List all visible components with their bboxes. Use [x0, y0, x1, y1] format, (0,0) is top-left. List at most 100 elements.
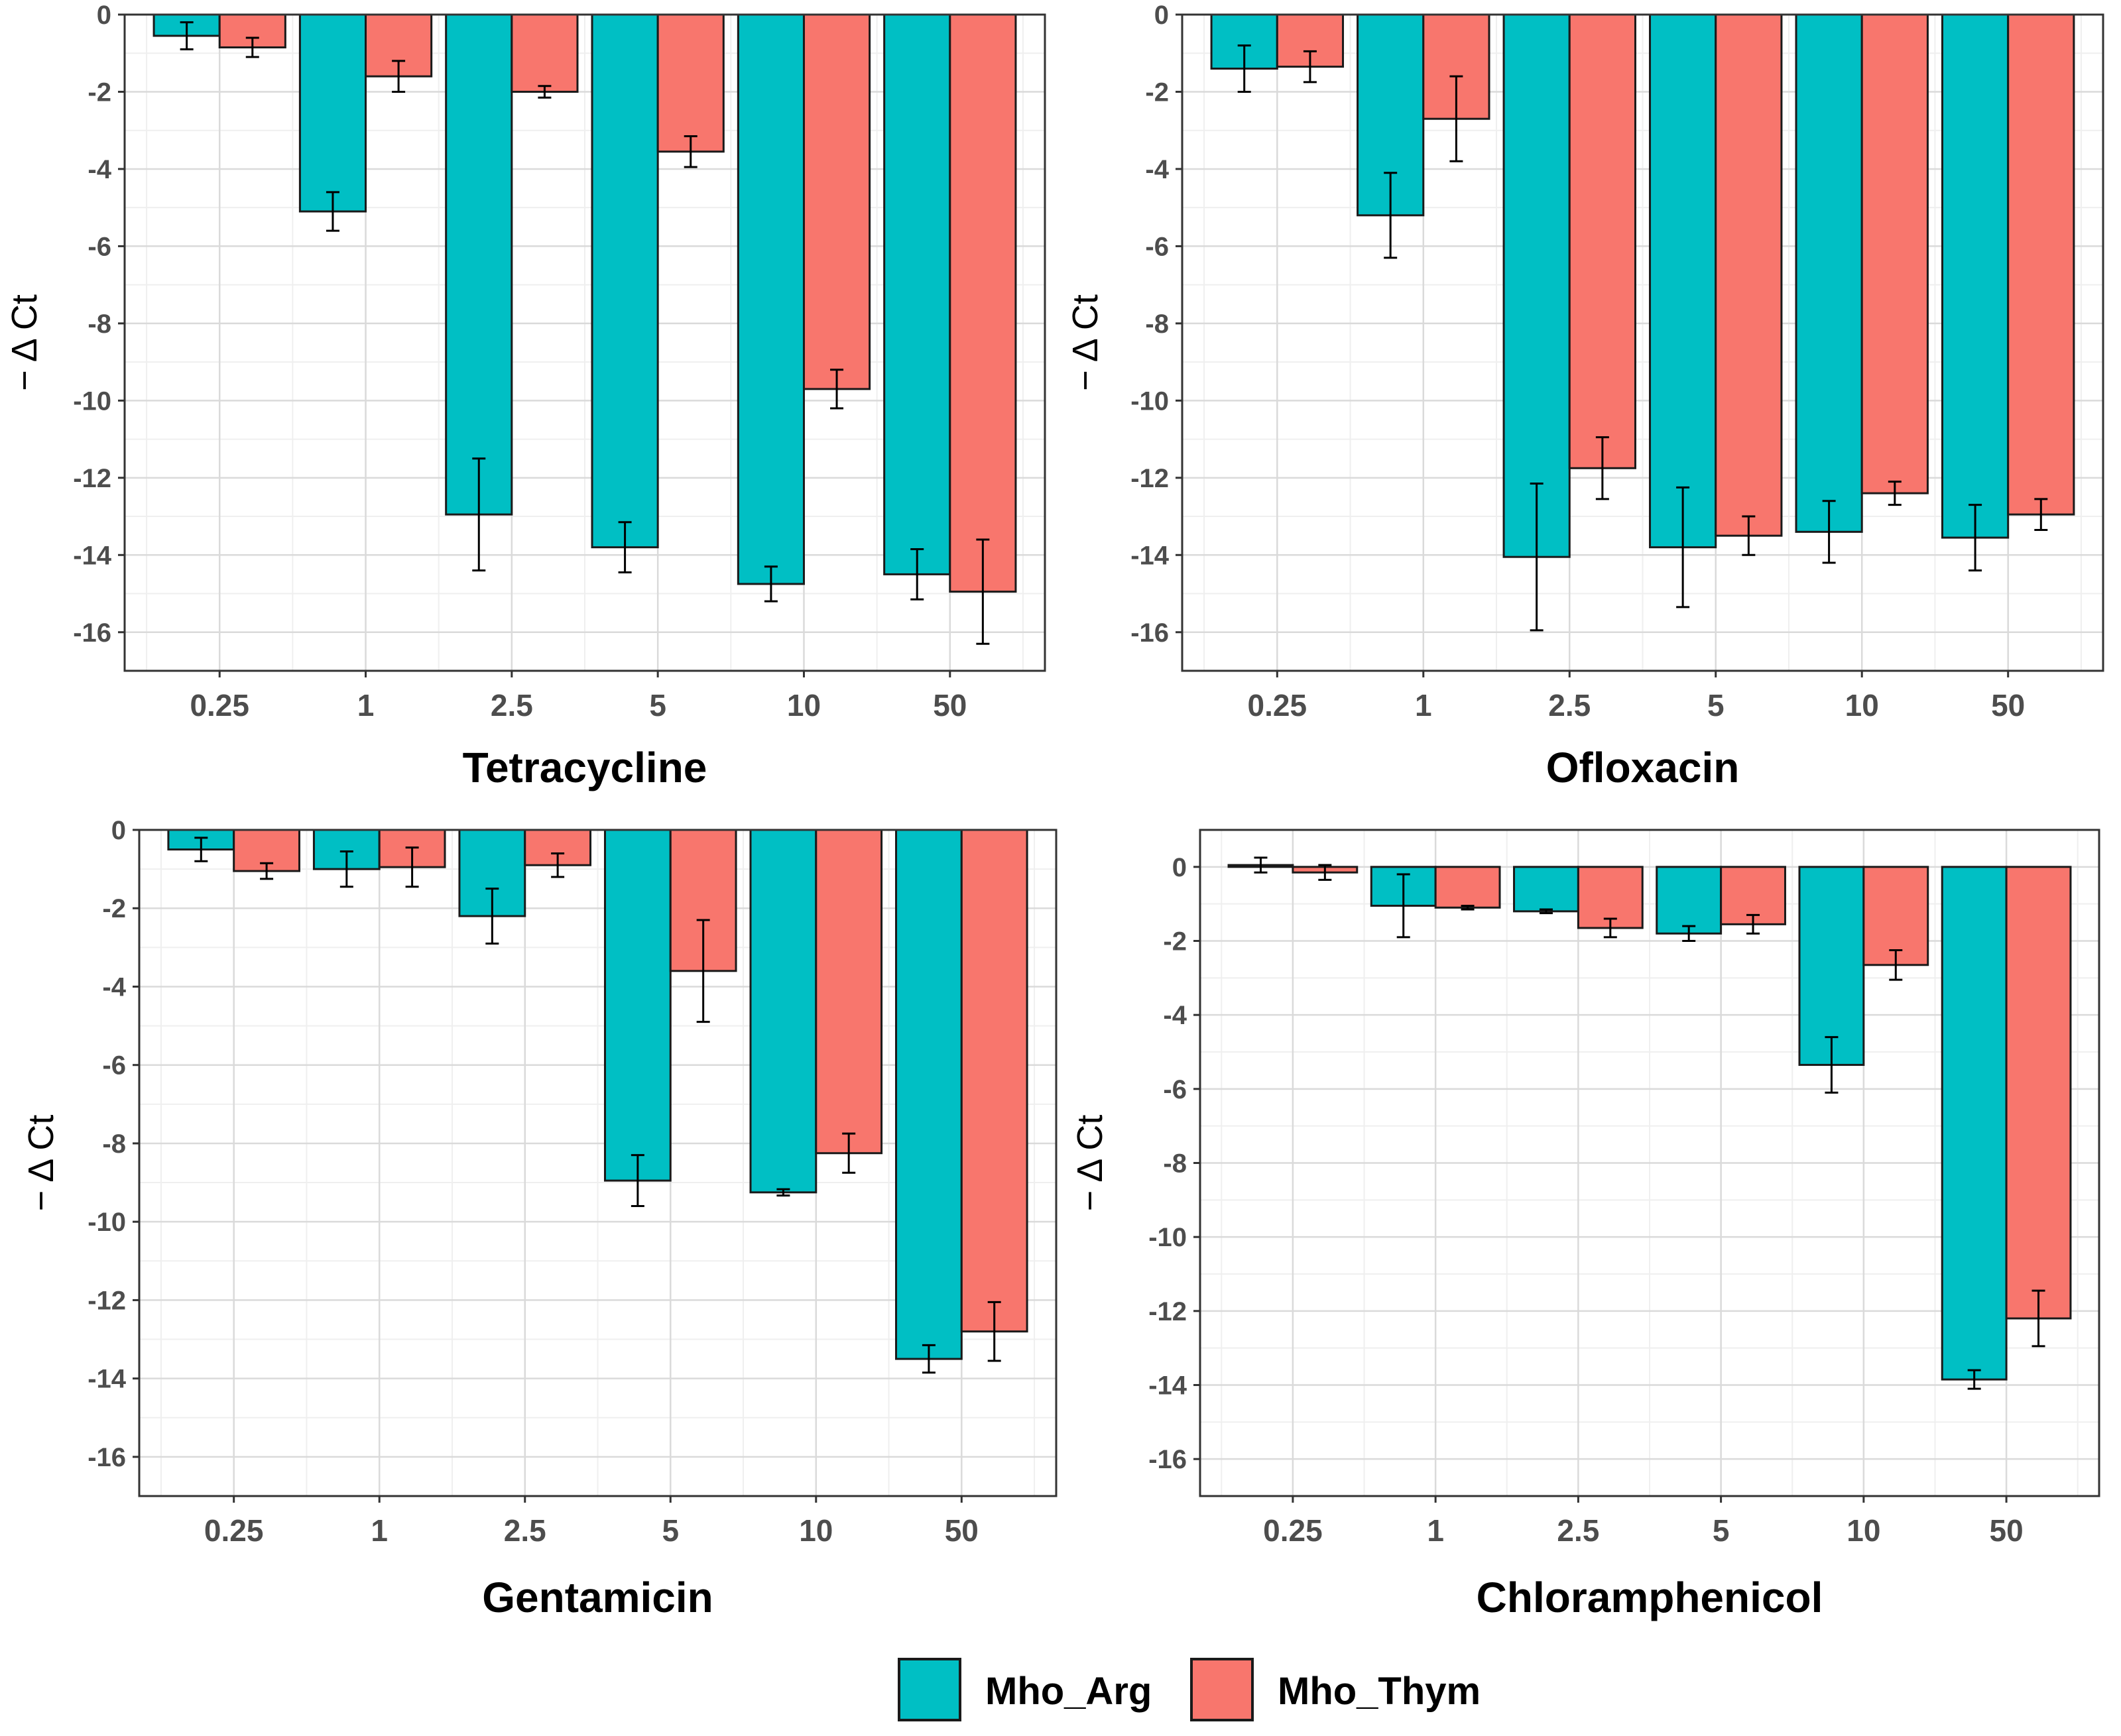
error-bar: [1396, 873, 1410, 939]
bar: [2007, 13, 2075, 516]
y-tick-label: -2: [1145, 78, 1169, 107]
x-tick-label: 2.5: [1548, 688, 1591, 723]
legend-item: Mho_Arg: [898, 1658, 1152, 1721]
bar: [737, 13, 805, 585]
y-tick-label: -16: [1130, 618, 1169, 648]
error-bar: [1825, 1036, 1839, 1094]
error-bars-mho-thym: [260, 846, 1001, 1362]
chart-panel-3: 0 -2 -4 -6 -8 -10 -12 -14 -16 0.25 1 2.5 5 10 50 − Δ Ct…: [21, 816, 1058, 1621]
series-mho-thym: [218, 13, 1017, 593]
error-bar: [1318, 864, 1332, 881]
panel-border: [1181, 13, 2104, 672]
y-axis: 0 -2 -4 -6 -8 -10 -12 -14 -16: [73, 1, 125, 648]
error-bar: [392, 60, 406, 93]
y-tick-label: -8: [88, 310, 111, 339]
error-bar: [684, 135, 697, 168]
error-bar: [987, 1301, 1001, 1362]
x-tick-label: 50: [1990, 1513, 2024, 1548]
x-axis: 0.25 1 2.5 5 10 50: [204, 1496, 979, 1548]
x-axis: 0.25 1 2.5 5 10 50: [1248, 671, 2025, 723]
y-axis-label: − Δ Ct: [1065, 294, 1105, 391]
y-axis: 0 -2 -4 -6 -8 -10 -12 -14 -16: [1148, 853, 1200, 1474]
x-tick-label: 10: [1845, 688, 1879, 723]
y-tick-label: -8: [1163, 1149, 1187, 1179]
x-tick-label: 2.5: [504, 1513, 546, 1548]
error-bars-mho-arg: [1254, 856, 1981, 1390]
legend-swatch: [1190, 1658, 1254, 1721]
y-tick-label: 0: [1154, 1, 1169, 30]
x-tick-label: 5: [1707, 688, 1725, 723]
bar: [1798, 866, 1865, 1067]
x-axis: 0.25 1 2.5 5 10 50: [1263, 1496, 2024, 1548]
y-tick-label: -4: [88, 155, 111, 184]
y-axis: 0 -2 -4 -6 -8 -10 -12 -14 -16: [88, 816, 139, 1472]
bar: [298, 13, 367, 213]
x-tick-label: 10: [787, 688, 821, 723]
bar: [1795, 13, 1863, 533]
error-bars-mho-arg: [1237, 44, 1982, 632]
y-tick-label: -10: [88, 1208, 126, 1237]
error-bar: [2034, 498, 2048, 531]
bar: [2005, 866, 2072, 1320]
bar: [802, 13, 871, 390]
x-tick-label: 50: [1991, 688, 2025, 723]
y-tick-label: 0: [1172, 853, 1187, 882]
error-bar: [842, 1132, 856, 1174]
y-tick-label: -4: [1145, 155, 1169, 184]
bar: [656, 13, 725, 153]
bar: [511, 13, 579, 93]
error-bar: [405, 846, 419, 888]
series-mho-thym: [233, 829, 1028, 1333]
x-tick-label: 2.5: [1557, 1513, 1599, 1548]
error-bar: [1746, 913, 1760, 935]
error-bar: [696, 919, 710, 1023]
legend-item: Mho_Thym: [1190, 1658, 1481, 1721]
y-tick-label: 0: [111, 816, 126, 845]
panel-border: [138, 829, 1058, 1497]
bar: [1715, 13, 1783, 537]
bar: [1941, 13, 2010, 539]
error-bar: [1888, 481, 1902, 506]
y-tick-label: -10: [73, 386, 111, 416]
bar: [1502, 13, 1571, 558]
y-tick-label: -12: [73, 464, 111, 493]
error-bar: [180, 21, 194, 50]
x-tick-label: 1: [1427, 1513, 1444, 1548]
legend-label: Mho_Arg: [985, 1670, 1152, 1713]
y-tick-label: -14: [88, 1365, 127, 1394]
error-bar: [1303, 50, 1317, 84]
y-tick-label: 0: [97, 1, 111, 30]
error-bars-mho-arg: [194, 837, 936, 1374]
y-tick-label: -14: [73, 541, 112, 570]
x-tick-label: 5: [649, 688, 666, 723]
error-bar: [194, 837, 208, 862]
y-tick-label: -2: [88, 78, 111, 107]
x-tick-label: 1: [371, 1513, 388, 1548]
error-bar: [1530, 483, 1544, 632]
bar: [815, 829, 883, 1155]
chart-title: Gentamicin: [482, 1574, 713, 1621]
y-tick-label: -6: [102, 1051, 126, 1080]
x-tick-label: 1: [357, 688, 375, 723]
y-tick-label: -8: [102, 1129, 126, 1159]
x-tick-label: 2.5: [491, 688, 533, 723]
y-axis-label: − Δ Ct: [5, 294, 44, 391]
error-bars-mho-thym: [1318, 864, 2045, 1348]
y-tick-label: -16: [73, 618, 111, 648]
y-axis: 0 -2 -4 -6 -8 -10 -12 -14 -16: [1130, 1, 1182, 648]
error-bar: [1682, 925, 1696, 942]
y-tick-label: -2: [1163, 927, 1187, 956]
error-bars-mho-thym: [245, 36, 990, 645]
y-tick-label: -14: [1130, 541, 1170, 570]
bar: [445, 13, 513, 516]
error-bars-mho-thym: [1303, 50, 2048, 556]
error-bar: [922, 1344, 936, 1374]
error-bar: [1969, 504, 1982, 572]
error-bar: [631, 1154, 644, 1208]
series-mho-thym: [1292, 866, 2072, 1320]
x-tick-label: 0.25: [1263, 1513, 1323, 1548]
series-mho-arg: [167, 829, 963, 1360]
bar: [669, 829, 737, 972]
y-tick-label: -10: [1148, 1223, 1187, 1252]
error-bar: [1254, 856, 1268, 874]
